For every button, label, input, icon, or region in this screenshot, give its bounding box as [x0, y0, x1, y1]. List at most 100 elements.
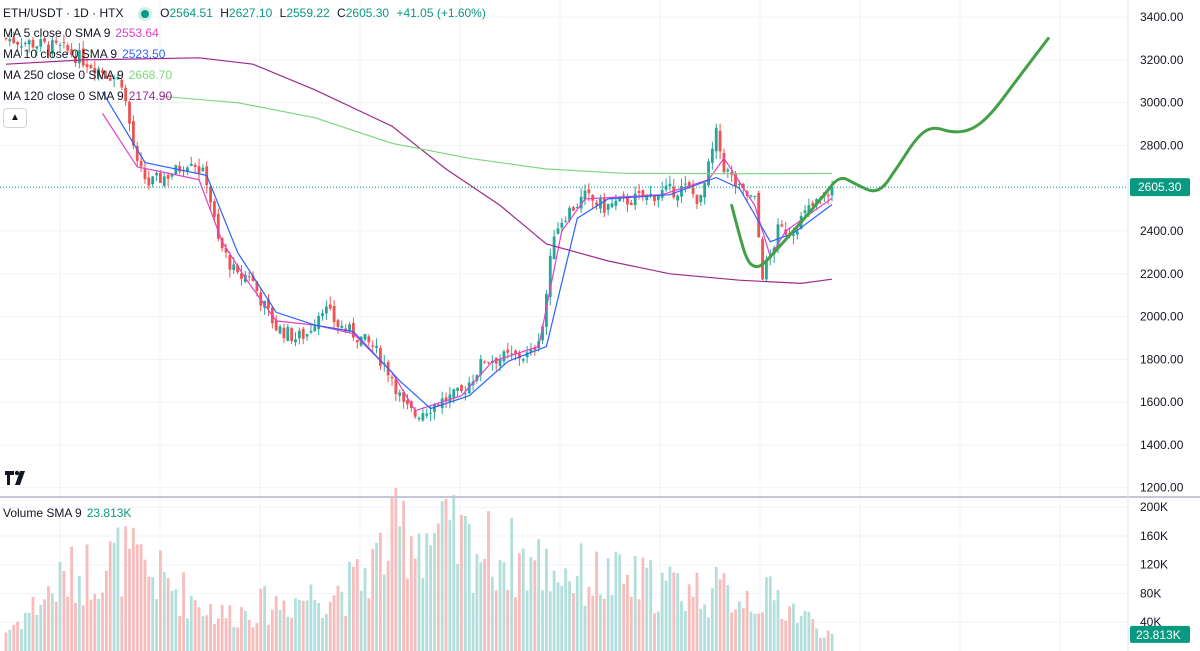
volume-bar — [363, 568, 367, 651]
candle-body — [336, 320, 340, 327]
price-tick-label: 1400.00 — [1140, 438, 1184, 452]
volume-tick-label: 80K — [1140, 586, 1161, 600]
volume-bar — [490, 576, 494, 651]
volume-bar — [548, 591, 552, 651]
volume-bar — [757, 613, 761, 651]
candle-body — [162, 176, 166, 186]
volume-bar — [201, 616, 205, 651]
candle-body — [548, 255, 552, 297]
volume-bar — [143, 559, 147, 651]
ma-line-ma120 — [5, 57, 833, 285]
volume-bar — [668, 566, 672, 651]
volume-bar — [209, 604, 212, 651]
candle-body — [394, 379, 398, 394]
candle-body — [572, 207, 575, 211]
candle-body — [274, 320, 278, 331]
volume-bar — [641, 557, 645, 651]
volume-bar — [162, 572, 166, 651]
volume-bar — [749, 611, 753, 651]
volume-bar — [726, 585, 730, 651]
volume-bar — [529, 556, 533, 651]
volume-bar — [290, 618, 294, 651]
candle-body — [429, 412, 432, 414]
candle-body — [155, 172, 158, 176]
candle-body — [159, 172, 162, 183]
candle-body — [626, 197, 629, 205]
volume-bar — [259, 588, 263, 651]
volume-bar — [502, 562, 506, 651]
price-tick-label: 3000.00 — [1140, 96, 1184, 110]
candle-body — [101, 70, 104, 73]
legend-ma120[interactable]: MA 120 close 0 SMA 9 2174.90 — [3, 89, 173, 103]
candle-body — [714, 127, 718, 152]
tradingview-logo[interactable] — [5, 470, 29, 491]
volume-bar — [274, 595, 278, 651]
volume-bar — [425, 533, 429, 651]
candle-body — [757, 192, 761, 238]
ohlc-values: O2564.51 H2627.10 L2559.22 C2605.30 +41.… — [160, 6, 486, 20]
symbol-label[interactable]: ETH/USDT · 1D · HTX — [3, 6, 124, 20]
candle-body — [460, 385, 463, 392]
volume-bar — [193, 600, 197, 651]
volume-tick-label: 160K — [1140, 529, 1168, 543]
volume-bar — [440, 501, 444, 651]
volume-bar — [355, 559, 359, 651]
candle-body — [170, 174, 174, 177]
price-tick-label: 2800.00 — [1140, 138, 1184, 152]
volume-bar — [556, 582, 560, 651]
price-tick-label: 2200.00 — [1140, 267, 1184, 281]
candle-body — [220, 238, 224, 249]
volume-bar — [683, 611, 687, 651]
volume-bar — [587, 586, 591, 651]
volume-bar — [753, 613, 757, 651]
volume-bar — [74, 602, 77, 651]
volume-legend[interactable]: Volume SMA 9 23.813K — [3, 506, 132, 520]
volume-bar — [517, 553, 521, 651]
candle-body — [321, 312, 324, 317]
candle-body — [672, 186, 676, 198]
candle-body — [761, 239, 764, 280]
legend-ma250[interactable]: MA 250 close 0 SMA 9 2668.70 — [3, 68, 173, 82]
chevron-up-icon[interactable]: ▲ — [3, 108, 27, 128]
candle-body — [201, 167, 205, 172]
volume-bar — [602, 598, 606, 651]
volume-bar — [135, 544, 139, 651]
candle-body — [664, 185, 668, 190]
volume-bar — [348, 561, 351, 651]
candle-body — [8, 39, 12, 42]
volume-bar — [309, 584, 313, 651]
candle-body — [317, 316, 321, 329]
candle-body — [4, 38, 8, 40]
candle-body — [89, 65, 93, 69]
price-tick-label: 3200.00 — [1140, 53, 1184, 67]
volume-bar — [807, 611, 811, 651]
legend-ma10[interactable]: MA 10 close 0 SMA 9 2523.50 — [3, 47, 166, 61]
grid-lines — [0, 0, 1128, 651]
candle-body — [166, 174, 170, 179]
volume-bar — [629, 596, 633, 651]
candle-body — [236, 265, 239, 273]
volume-bar — [336, 585, 340, 651]
candle-body — [328, 304, 332, 309]
volume-bar — [776, 590, 780, 651]
volume-bar — [765, 577, 768, 651]
candle-body — [718, 130, 722, 152]
candle-body — [502, 351, 506, 362]
candle-body — [290, 328, 294, 342]
candle-body — [355, 339, 359, 343]
volume-bar — [572, 593, 575, 651]
candle-body — [541, 326, 544, 341]
legend-ma5[interactable]: MA 5 close 0 SMA 9 2553.64 — [3, 26, 159, 40]
candle-body — [738, 183, 741, 185]
last-price-label: 2605.30 — [1138, 180, 1182, 194]
volume-bar — [436, 523, 440, 651]
candle-body — [452, 389, 456, 398]
candle-body — [436, 404, 440, 406]
volume-bar — [722, 573, 726, 651]
volume-bar — [552, 570, 556, 651]
volume-bar — [398, 526, 402, 651]
axis-bg — [1128, 0, 1200, 651]
candle-body — [81, 48, 85, 66]
candle-body — [131, 121, 135, 146]
